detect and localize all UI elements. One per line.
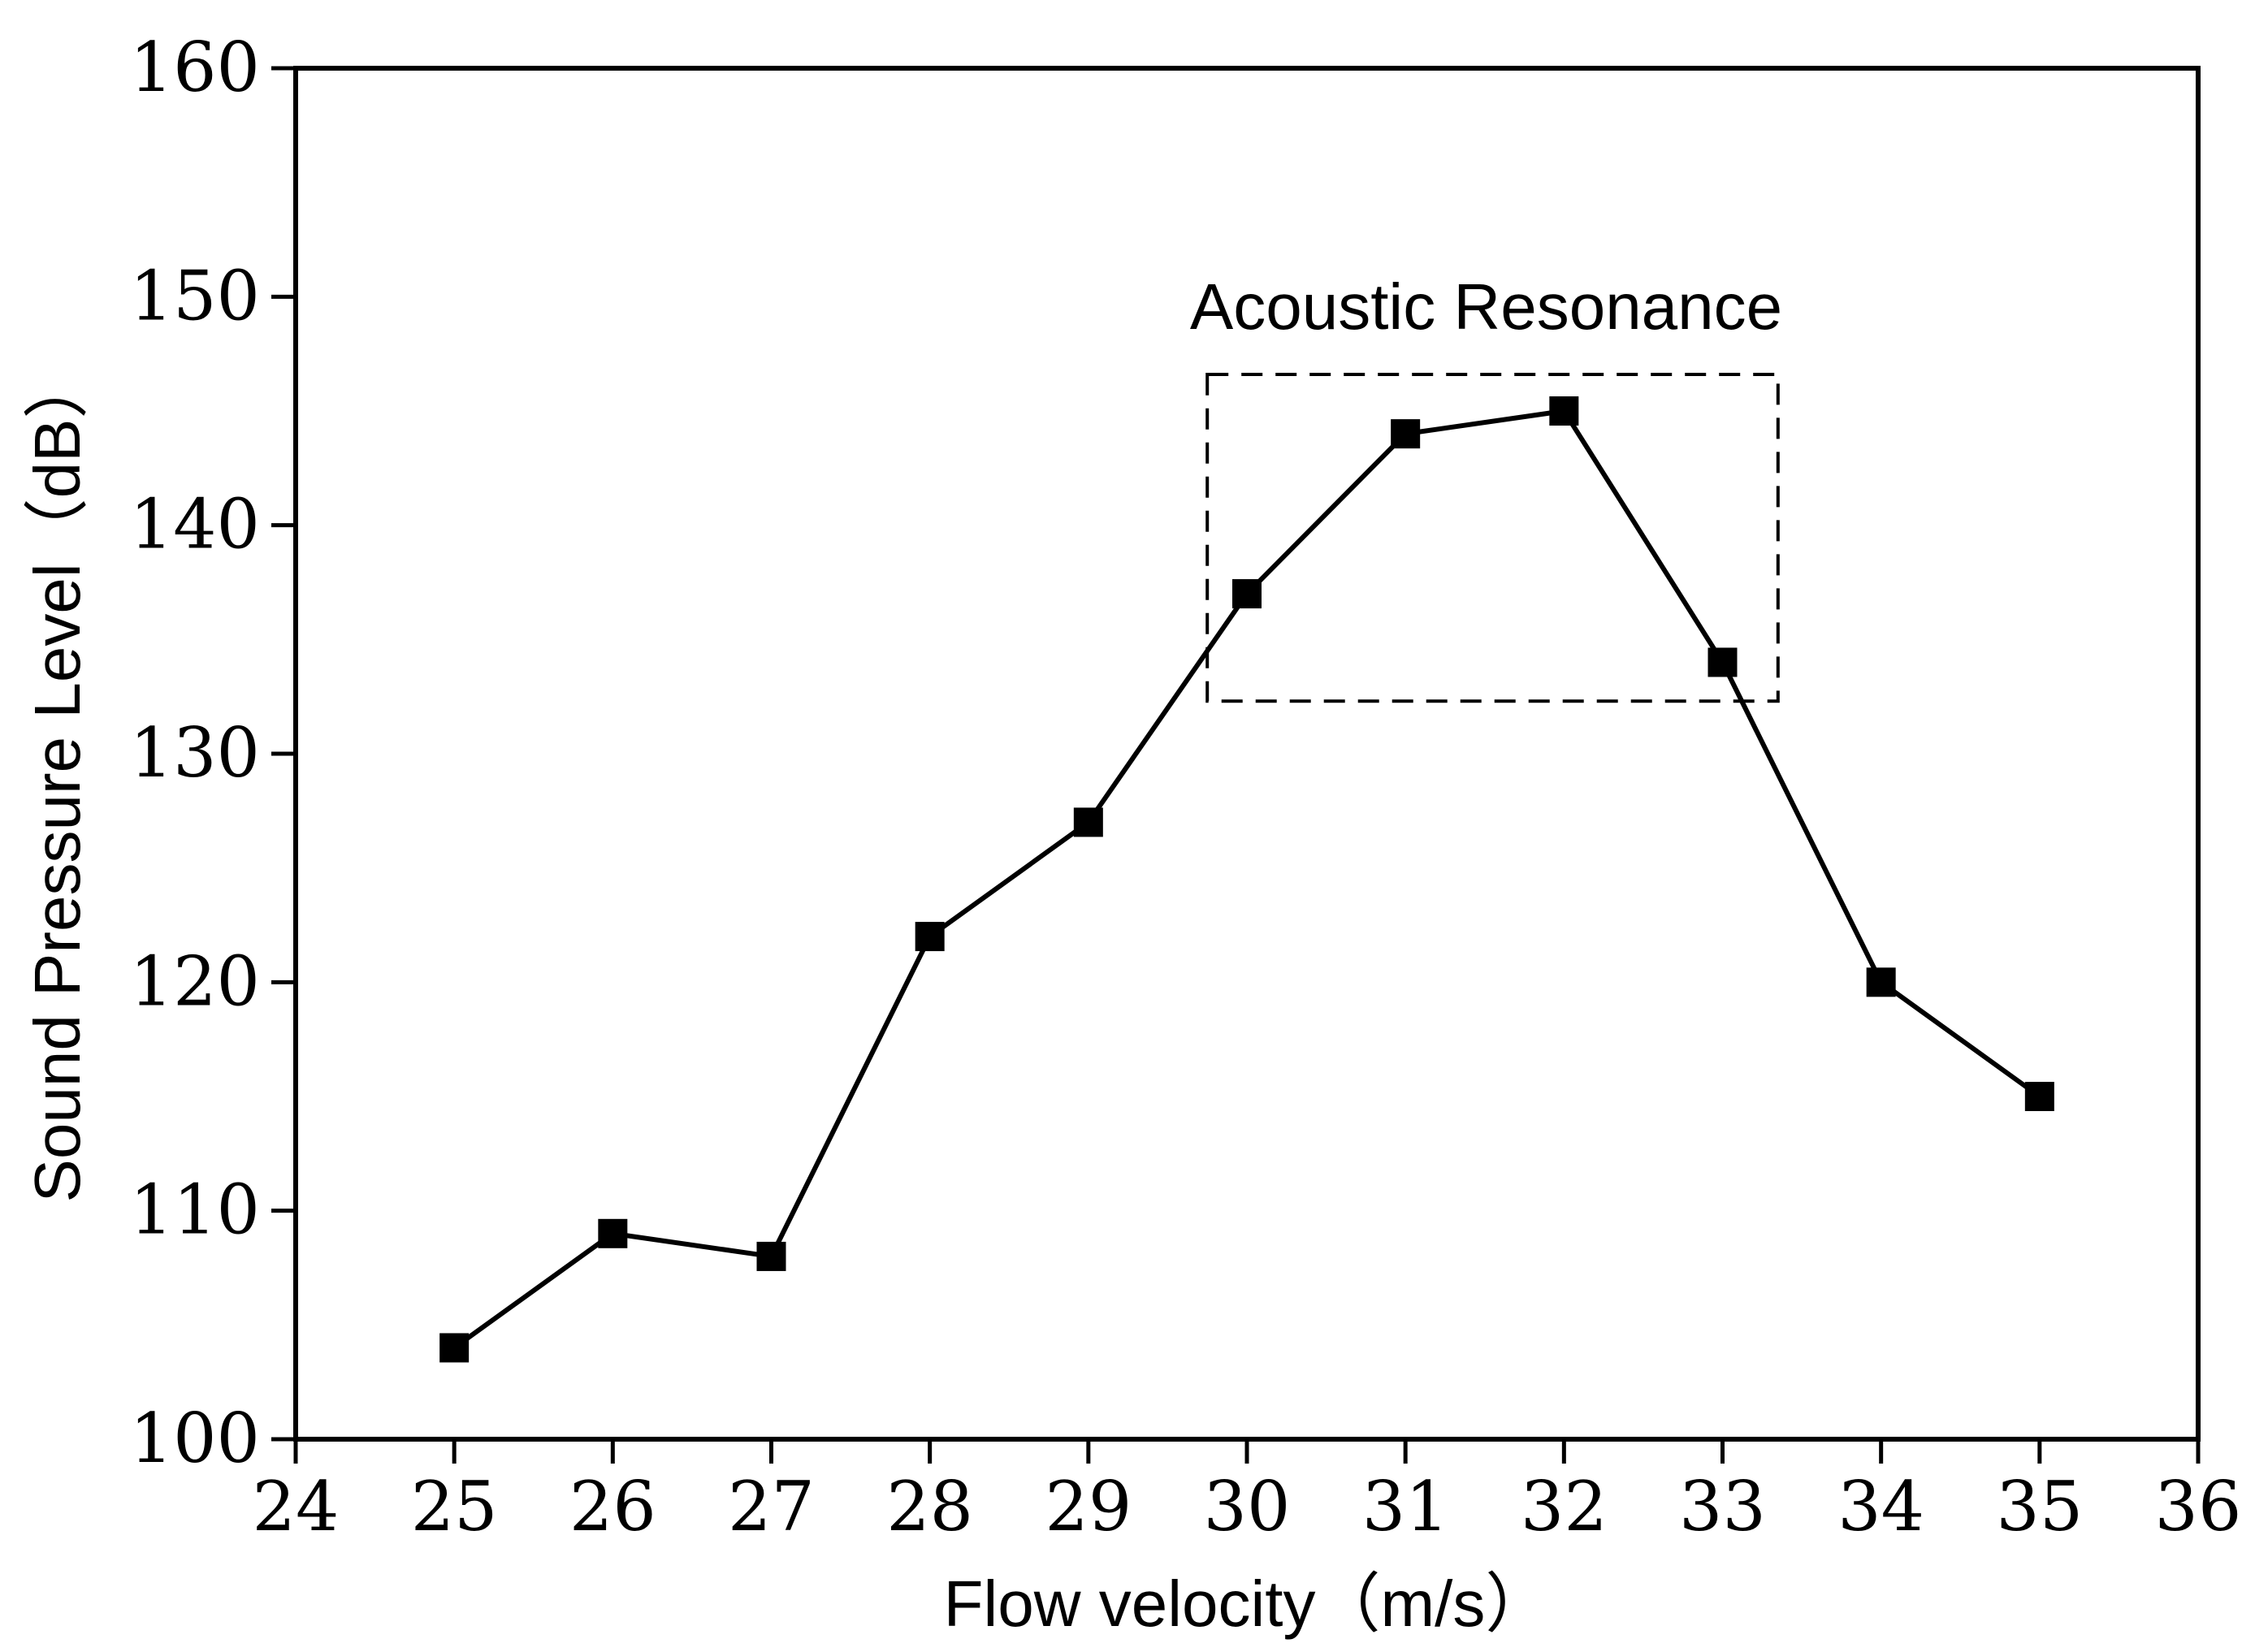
x-tick-label: 30 [1204,1467,1291,1546]
data-point-marker [1707,647,1738,677]
data-point-marker [1073,807,1103,837]
data-point-marker [915,922,945,952]
x-axis-tick-labels: 24 25 26 27 28 29 30 31 32 33 34 35 36 [253,1467,2242,1546]
y-tick-label: 110 [130,1170,260,1250]
data-point-marker [1232,579,1262,609]
y-tick-label: 160 [130,28,260,107]
x-tick-label: 34 [1837,1467,1924,1546]
series-layer [439,396,2054,1363]
x-tick-label: 28 [886,1467,973,1546]
x-tick-label: 35 [1996,1467,2083,1546]
y-tick-label: 120 [130,941,260,1021]
x-tick-label: 31 [1362,1467,1449,1546]
x-tick-label: 32 [1521,1467,1608,1546]
series-markers [439,396,2054,1363]
annotation-dashed-box [1205,372,1780,703]
data-point-marker [2024,1082,2054,1111]
x-tick-label: 26 [569,1467,656,1546]
x-tick-label: 27 [728,1467,815,1546]
data-point-marker [439,1333,470,1363]
x-tick-label: 36 [2155,1467,2242,1546]
x-axis-ticks [293,1439,2201,1464]
x-tick-label: 33 [1679,1467,1766,1546]
y-tick-label: 150 [130,256,260,335]
y-axis-tick-labels: 100 110 120 130 140 150 160 [130,28,260,1478]
axes-layer: 24 25 26 27 28 29 30 31 32 33 34 35 36 1001101201301… [21,28,2241,1640]
data-point-marker [1549,396,1579,426]
x-tick-label: 24 [253,1467,340,1546]
y-tick-label: 100 [130,1399,260,1478]
y-tick-label: 140 [130,485,260,564]
data-point-marker [1391,419,1421,449]
data-point-marker [598,1218,628,1248]
data-point-marker [756,1241,786,1271]
annotation-layer: Acoustic Resonance [1190,270,1782,703]
y-axis-ticks [271,66,296,1442]
x-tick-label: 29 [1045,1467,1132,1546]
y-axis-title: Sound Pressure Level（dB） [21,354,93,1203]
y-tick-label: 130 [130,713,260,793]
data-point-marker [1866,967,1896,997]
annotation-label: Acoustic Resonance [1190,270,1782,343]
x-tick-label: 25 [411,1467,498,1546]
x-axis-title: Flow velocity（m/s） [944,1568,1551,1640]
